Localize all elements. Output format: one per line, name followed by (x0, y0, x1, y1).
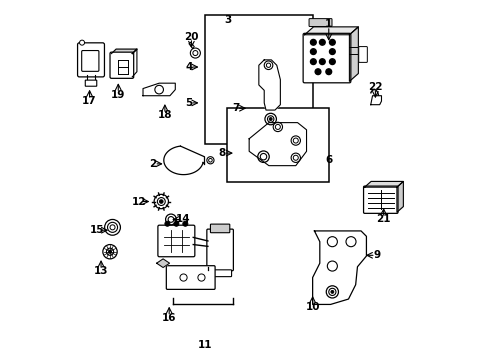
Circle shape (330, 291, 333, 293)
Text: 18: 18 (157, 111, 172, 121)
Text: 8: 8 (218, 148, 225, 158)
FancyBboxPatch shape (81, 50, 99, 71)
Circle shape (329, 40, 335, 45)
FancyBboxPatch shape (110, 52, 133, 78)
Bar (204, 15, 312, 144)
Circle shape (329, 59, 335, 64)
FancyBboxPatch shape (158, 225, 194, 257)
Text: 11: 11 (198, 340, 212, 350)
Text: 13: 13 (94, 266, 108, 276)
Text: 22: 22 (367, 82, 382, 92)
Text: 20: 20 (184, 32, 198, 41)
Polygon shape (364, 181, 403, 187)
Circle shape (314, 69, 320, 75)
FancyBboxPatch shape (166, 266, 215, 289)
Text: 6: 6 (325, 155, 332, 165)
Polygon shape (370, 96, 381, 105)
FancyBboxPatch shape (206, 229, 233, 271)
Text: 14: 14 (176, 215, 190, 224)
Polygon shape (312, 231, 366, 305)
Circle shape (310, 59, 316, 64)
Circle shape (108, 250, 111, 253)
Text: 4: 4 (185, 62, 192, 72)
Text: 3: 3 (224, 15, 231, 26)
Circle shape (159, 200, 163, 203)
Text: 17: 17 (82, 96, 97, 106)
Polygon shape (304, 27, 358, 35)
Circle shape (319, 40, 325, 45)
Polygon shape (156, 259, 169, 267)
Polygon shape (396, 181, 403, 212)
Text: 1: 1 (325, 19, 332, 29)
Bar (226, 108, 328, 182)
Circle shape (183, 221, 187, 226)
Text: 10: 10 (305, 302, 319, 312)
Circle shape (310, 49, 316, 54)
Circle shape (329, 49, 335, 54)
Polygon shape (349, 27, 358, 81)
Text: 19: 19 (111, 90, 125, 100)
Text: 15: 15 (89, 225, 104, 235)
Circle shape (208, 158, 212, 162)
Text: 12: 12 (131, 197, 145, 207)
FancyBboxPatch shape (210, 224, 229, 233)
Circle shape (319, 59, 325, 64)
Polygon shape (258, 60, 280, 110)
FancyBboxPatch shape (358, 46, 366, 62)
Circle shape (269, 118, 271, 121)
Circle shape (310, 40, 316, 45)
Polygon shape (142, 83, 175, 96)
FancyBboxPatch shape (78, 43, 104, 77)
FancyBboxPatch shape (208, 270, 231, 276)
Text: 5: 5 (185, 98, 192, 108)
FancyBboxPatch shape (85, 80, 97, 86)
Circle shape (164, 221, 169, 226)
Circle shape (325, 69, 331, 75)
Text: 7: 7 (231, 103, 239, 113)
Polygon shape (188, 42, 194, 48)
FancyBboxPatch shape (308, 19, 331, 27)
FancyBboxPatch shape (303, 33, 350, 83)
FancyBboxPatch shape (363, 186, 397, 213)
Polygon shape (249, 123, 306, 166)
Text: 9: 9 (373, 250, 380, 260)
Circle shape (206, 157, 214, 164)
Circle shape (174, 221, 179, 226)
Polygon shape (111, 49, 137, 54)
Text: 2: 2 (149, 159, 156, 169)
Text: 21: 21 (376, 215, 390, 224)
Text: 16: 16 (162, 313, 176, 323)
Circle shape (80, 40, 84, 45)
